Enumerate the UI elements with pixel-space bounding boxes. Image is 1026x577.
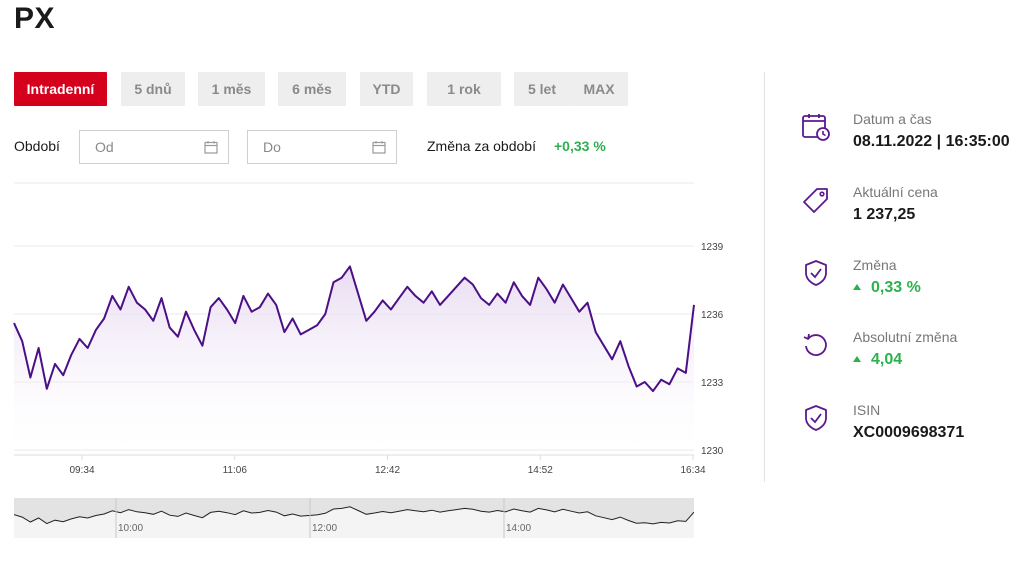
period-change-value: +0,33 % xyxy=(554,138,606,154)
navigator-line xyxy=(13,506,695,525)
tab-1-month[interactable]: 1 měs xyxy=(198,72,265,106)
price-area xyxy=(14,266,694,450)
datetime-value: 08.11.2022 | 16:35:00 xyxy=(853,133,1010,150)
date-to-placeholder: Do xyxy=(263,139,281,155)
tab-1-year[interactable]: 1 rok xyxy=(427,72,501,106)
period-change-label: Změna za období xyxy=(427,138,536,154)
date-from-placeholder: Od xyxy=(95,139,114,155)
y-tick-label: 1233 xyxy=(701,378,724,389)
shield-check-icon xyxy=(805,405,827,431)
page-title: PX xyxy=(14,2,56,35)
x-tick-label: 16:34 xyxy=(680,465,705,476)
isin-label: ISIN xyxy=(853,402,881,418)
up-arrow-icon xyxy=(853,356,861,362)
tab-ytd[interactable]: YTD xyxy=(360,72,413,106)
price-line xyxy=(13,265,695,393)
tab-max[interactable]: MAX xyxy=(570,72,628,106)
date-from-input[interactable]: Od xyxy=(79,130,229,164)
period-label: Období xyxy=(14,138,60,154)
price-tag-icon xyxy=(803,188,828,213)
tab-5-days[interactable]: 5 dnů xyxy=(121,72,185,106)
change-label: Změna xyxy=(853,257,897,273)
tab-intraday[interactable]: Intradenní xyxy=(14,72,107,106)
calendar-icon[interactable] xyxy=(372,140,386,154)
calendar-icon[interactable] xyxy=(204,140,218,154)
y-tick-label: 1239 xyxy=(701,242,724,253)
up-arrow-icon xyxy=(853,284,861,290)
date-to-input[interactable]: Do xyxy=(247,130,397,164)
tab-5-years[interactable]: 5 let xyxy=(514,72,570,106)
x-tick-label: 12:42 xyxy=(375,465,400,476)
price-chart[interactable]: 1230 1233 1236 1239 09:34 11:06 12:42 14:52 16:3… xyxy=(0,180,740,480)
tab-6-months[interactable]: 6 měs xyxy=(278,72,346,106)
navigator-tick-label: 10:00 xyxy=(118,523,143,534)
price-value: 1 237,25 xyxy=(853,206,916,223)
change-value: 0,33 % xyxy=(871,279,921,296)
refresh-icon xyxy=(803,333,827,356)
x-tick-label: 09:34 xyxy=(69,465,94,476)
panel-divider xyxy=(764,72,765,482)
price-chart-svg[interactable]: 1230 1233 1236 1239 09:34 11:06 12:42 14:52 16:3… xyxy=(0,180,740,480)
shield-check-icon xyxy=(805,260,827,286)
x-tick-label: 14:52 xyxy=(528,465,553,476)
abs-change-label: Absolutní změna xyxy=(853,329,958,345)
navigator-tick-label: 14:00 xyxy=(506,523,531,534)
price-label: Aktuální cena xyxy=(853,184,938,200)
y-tick-label: 1230 xyxy=(701,446,724,457)
navigator-tick-label: 12:00 xyxy=(312,523,337,534)
calendar-clock-icon xyxy=(802,114,830,141)
navigator-area xyxy=(14,506,694,538)
isin-value: XC0009698371 xyxy=(853,424,965,441)
abs-change-value: 4,04 xyxy=(871,351,903,368)
x-tick-label: 11:06 xyxy=(223,465,248,476)
y-tick-label: 1236 xyxy=(701,310,724,321)
datetime-label: Datum a čas xyxy=(853,111,932,127)
